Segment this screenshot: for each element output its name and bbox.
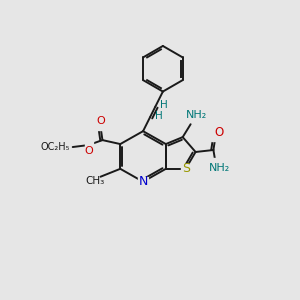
Text: O: O <box>84 146 93 156</box>
Bar <box>97 122 104 130</box>
Text: S: S <box>182 162 190 175</box>
Text: NH₂: NH₂ <box>209 163 230 173</box>
Text: O: O <box>96 116 105 126</box>
Bar <box>138 177 148 186</box>
Text: CH₃: CH₃ <box>85 176 104 186</box>
Text: H: H <box>155 111 163 121</box>
Text: N: N <box>138 175 148 188</box>
Bar <box>181 164 190 173</box>
Text: NH₂: NH₂ <box>186 110 207 120</box>
Bar <box>85 141 92 149</box>
Bar <box>209 158 221 166</box>
Text: O: O <box>215 126 224 139</box>
Bar <box>212 133 219 141</box>
Text: H: H <box>160 100 168 110</box>
Text: OC₂H₅: OC₂H₅ <box>40 142 70 152</box>
